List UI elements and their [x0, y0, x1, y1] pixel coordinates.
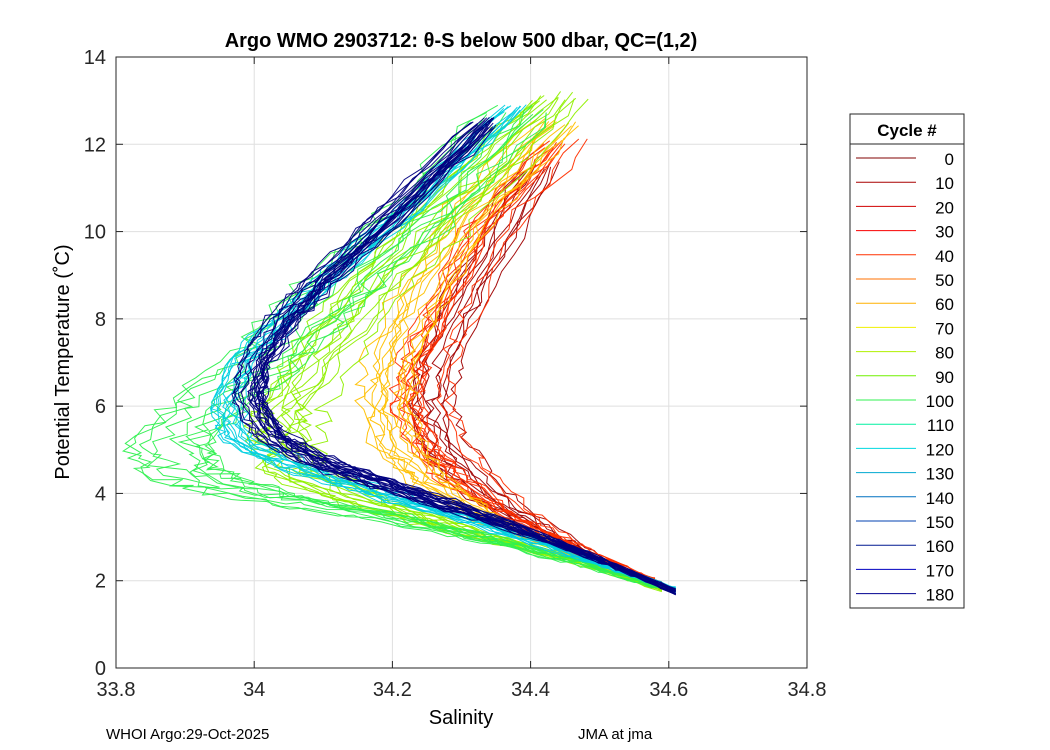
legend-entry-label: 150 — [926, 513, 954, 532]
legend-entry-label: 50 — [935, 271, 954, 290]
profile-lines — [121, 91, 676, 596]
profile-line-series-1 — [436, 138, 656, 581]
x-axis-label: Salinity — [429, 707, 493, 729]
legend-entry-label: 60 — [935, 295, 954, 314]
legend-entry-label: 70 — [935, 319, 954, 338]
profile-line-series-4 — [185, 104, 669, 590]
profile-line-series-6 — [240, 124, 676, 592]
y-tick-label: 10 — [84, 222, 106, 244]
profile-line-series-4 — [202, 109, 669, 588]
profile-line-series-6 — [258, 118, 676, 594]
legend-entry-label: 120 — [926, 440, 954, 459]
legend-entry-label: 170 — [926, 561, 954, 580]
legend: Cycle # 0 10 20 30 40 50 60 70 80 90 100 110 120 130 1… — [849, 113, 965, 609]
profile-line-series-0 — [450, 161, 663, 587]
y-tick-label: 14 — [84, 47, 106, 69]
profile-line-series-6 — [254, 120, 676, 591]
profile-line-series-4 — [194, 112, 669, 590]
legend-entry-label: 30 — [935, 223, 954, 242]
y-axis-label: Potential Temperature (˚C) — [52, 244, 74, 479]
x-tick-label: 34.4 — [511, 679, 550, 701]
y-tick-label: 0 — [95, 658, 106, 680]
legend-entry-label: 130 — [926, 465, 954, 484]
legend-title: Cycle # — [877, 121, 937, 140]
y-tick-label: 6 — [95, 396, 106, 418]
x-tick-label: 34.2 — [373, 679, 412, 701]
legend-entry-label: 100 — [926, 392, 954, 411]
profile-line-series-3 — [254, 95, 663, 589]
legend-entry-label: 40 — [935, 247, 954, 266]
x-tick-label: 34.6 — [649, 679, 688, 701]
profile-line-series-6 — [256, 117, 676, 595]
x-tick-label: 34.8 — [788, 679, 827, 701]
profile-line-series-6 — [231, 122, 676, 595]
legend-entry-label: 10 — [935, 174, 954, 193]
legend-entry-label: 90 — [935, 368, 954, 387]
footer-source: WHOI Argo:29-Oct-2025 — [106, 726, 270, 743]
profile-line-series-3 — [297, 97, 663, 590]
legend-entry-label: 110 — [927, 416, 954, 435]
footer-credit: JMA at jma — [578, 726, 653, 743]
y-tick-label: 4 — [95, 483, 106, 505]
legend-entry-label: 160 — [926, 537, 954, 556]
chart-title: Argo WMO 2903712: θ-S below 500 dbar, QC… — [225, 30, 698, 52]
plot-area: 33.8 34 34.2 34.4 34.6 34.8 0 2 4 6 8 10 12 14 — [84, 47, 827, 701]
legend-entry-label: 0 — [945, 150, 954, 169]
x-tick-label: 34 — [243, 679, 265, 701]
profile-line-series-1 — [444, 138, 656, 582]
x-tick-label: 33.8 — [97, 679, 136, 701]
legend-entry-label: 140 — [926, 489, 954, 508]
y-tick-label: 2 — [95, 571, 106, 593]
legend-entry-label: 20 — [935, 198, 954, 217]
y-tick-label: 8 — [95, 309, 106, 331]
profile-line-series-5 — [209, 107, 676, 590]
profile-line-series-6 — [247, 120, 676, 596]
profile-line-series-2 — [369, 117, 656, 587]
legend-entry-label: 180 — [926, 586, 954, 605]
profile-line-series-3 — [242, 99, 663, 589]
y-tick-label: 12 — [84, 134, 106, 156]
legend-entry-label: 80 — [935, 344, 954, 363]
profile-line-series-3 — [309, 98, 663, 591]
profile-line-series-4 — [177, 113, 669, 590]
